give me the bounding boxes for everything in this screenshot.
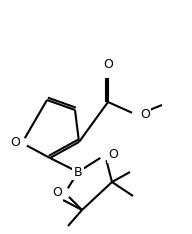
Text: O: O [108,149,118,161]
Text: O: O [140,109,150,121]
Text: O: O [52,186,62,200]
Text: B: B [74,165,82,179]
Text: O: O [10,136,20,150]
Text: O: O [103,58,113,70]
